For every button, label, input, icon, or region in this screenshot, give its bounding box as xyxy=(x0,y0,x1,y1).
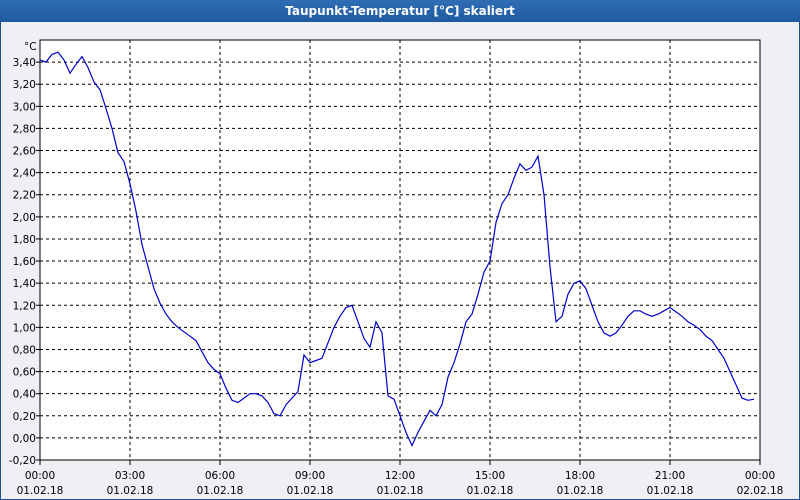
y-axis-ticks: 3,40 3,20 3,00 2,80 2,60 2,40 2,20 2,00 1,80 1,60… xyxy=(9,57,40,467)
y-tick-label: 1,80 xyxy=(13,234,36,246)
x-tick-time-label: 18:00 xyxy=(565,470,595,482)
y-tick-label: 2,60 xyxy=(13,146,36,158)
x-tick-date-label: 01.02.18 xyxy=(17,485,64,497)
y-tick-label: 1,20 xyxy=(13,300,36,312)
y-axis-unit: °C xyxy=(24,41,37,53)
y-tick-label: 0,40 xyxy=(13,389,36,401)
window-title: Taupunkt-Temperatur [°C] skaliert xyxy=(0,0,800,22)
y-tick-label: 0,00 xyxy=(13,433,36,445)
x-tick-time-label: 06:00 xyxy=(205,470,235,482)
y-tick-label: 2,80 xyxy=(13,123,36,135)
y-tick-label: 1,60 xyxy=(13,256,36,268)
x-axis-ticks: 00:00 01.02.18 03:00 01.02.18 06:00 01.02.18 0… xyxy=(17,460,784,497)
x-tick-date-label: 01.02.18 xyxy=(647,485,694,497)
x-tick-date-label: 01.02.18 xyxy=(377,485,424,497)
x-tick-time-label: 00:00 xyxy=(25,470,55,482)
x-tick-time-label: 09:00 xyxy=(295,470,325,482)
y-tick-label: 1,40 xyxy=(13,278,36,290)
y-tick-label: 2,40 xyxy=(13,168,36,180)
x-tick-date-label: 01.02.18 xyxy=(107,485,154,497)
x-tick-date-label: 01.02.18 xyxy=(557,485,604,497)
y-tick-label: 0,20 xyxy=(13,411,36,423)
x-tick-time-label: 12:00 xyxy=(385,470,415,482)
series-line xyxy=(39,51,755,448)
y-tick-label: 2,00 xyxy=(13,212,36,224)
x-tick-date-label: 01.02.18 xyxy=(467,485,514,497)
y-tick-label: 0,80 xyxy=(13,344,36,356)
y-tick-label: 3,20 xyxy=(13,79,36,91)
y-tick-label: 3,00 xyxy=(13,101,36,113)
y-tick-label: 2,20 xyxy=(13,190,36,202)
y-tick-label: 0,60 xyxy=(13,367,36,379)
x-tick-time-label: 03:00 xyxy=(115,470,145,482)
x-tick-time-label: 00:00 xyxy=(745,470,775,482)
y-tick-label: -0,20 xyxy=(9,455,36,467)
x-tick-date-label: 02.02.18 xyxy=(737,485,784,497)
y-tick-label: 1,00 xyxy=(13,322,36,334)
series-lines xyxy=(39,51,755,448)
x-tick-time-label: 21:00 xyxy=(655,470,685,482)
x-tick-date-label: 01.02.18 xyxy=(197,485,244,497)
x-tick-time-label: 15:00 xyxy=(475,470,505,482)
x-tick-date-label: 01.02.18 xyxy=(287,485,334,497)
y-tick-label: 3,40 xyxy=(13,57,36,69)
